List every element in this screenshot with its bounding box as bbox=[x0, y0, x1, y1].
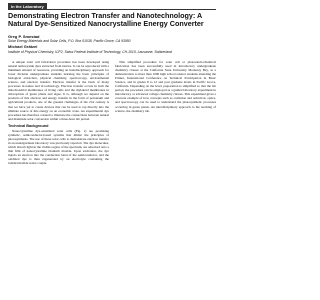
affiliation: Solar Energy Materials and Solar Cells, … bbox=[8, 39, 131, 44]
author-name: Michael Grätzel bbox=[8, 44, 38, 50]
paragraph: Nanocrystalline dye-sensitized solar cel… bbox=[8, 128, 109, 166]
title: Demonstrating Electron Transfer and Nano… bbox=[8, 11, 204, 29]
right-column: This simplified procedure for solar cell… bbox=[115, 60, 216, 297]
affiliation: Institute of Physical Chemistry, ICP2, S… bbox=[8, 49, 172, 54]
authors: Greg P. Smestad Solar Energy Materials a… bbox=[8, 33, 216, 54]
left-column: A unique solar cell fabrication procedur… bbox=[8, 60, 109, 297]
paragraph: This simplified procedure for solar cell… bbox=[115, 60, 216, 113]
section-label: In the Laboratory bbox=[8, 3, 47, 9]
page: In the Laboratory Demonstrating Electron… bbox=[8, 3, 216, 297]
author-name: Greg P. Smestad bbox=[8, 34, 40, 39]
paragraph: A unique solar cell fabrication procedur… bbox=[8, 60, 109, 121]
header-rule bbox=[8, 9, 216, 10]
section-heading: Technical Background bbox=[8, 123, 49, 128]
